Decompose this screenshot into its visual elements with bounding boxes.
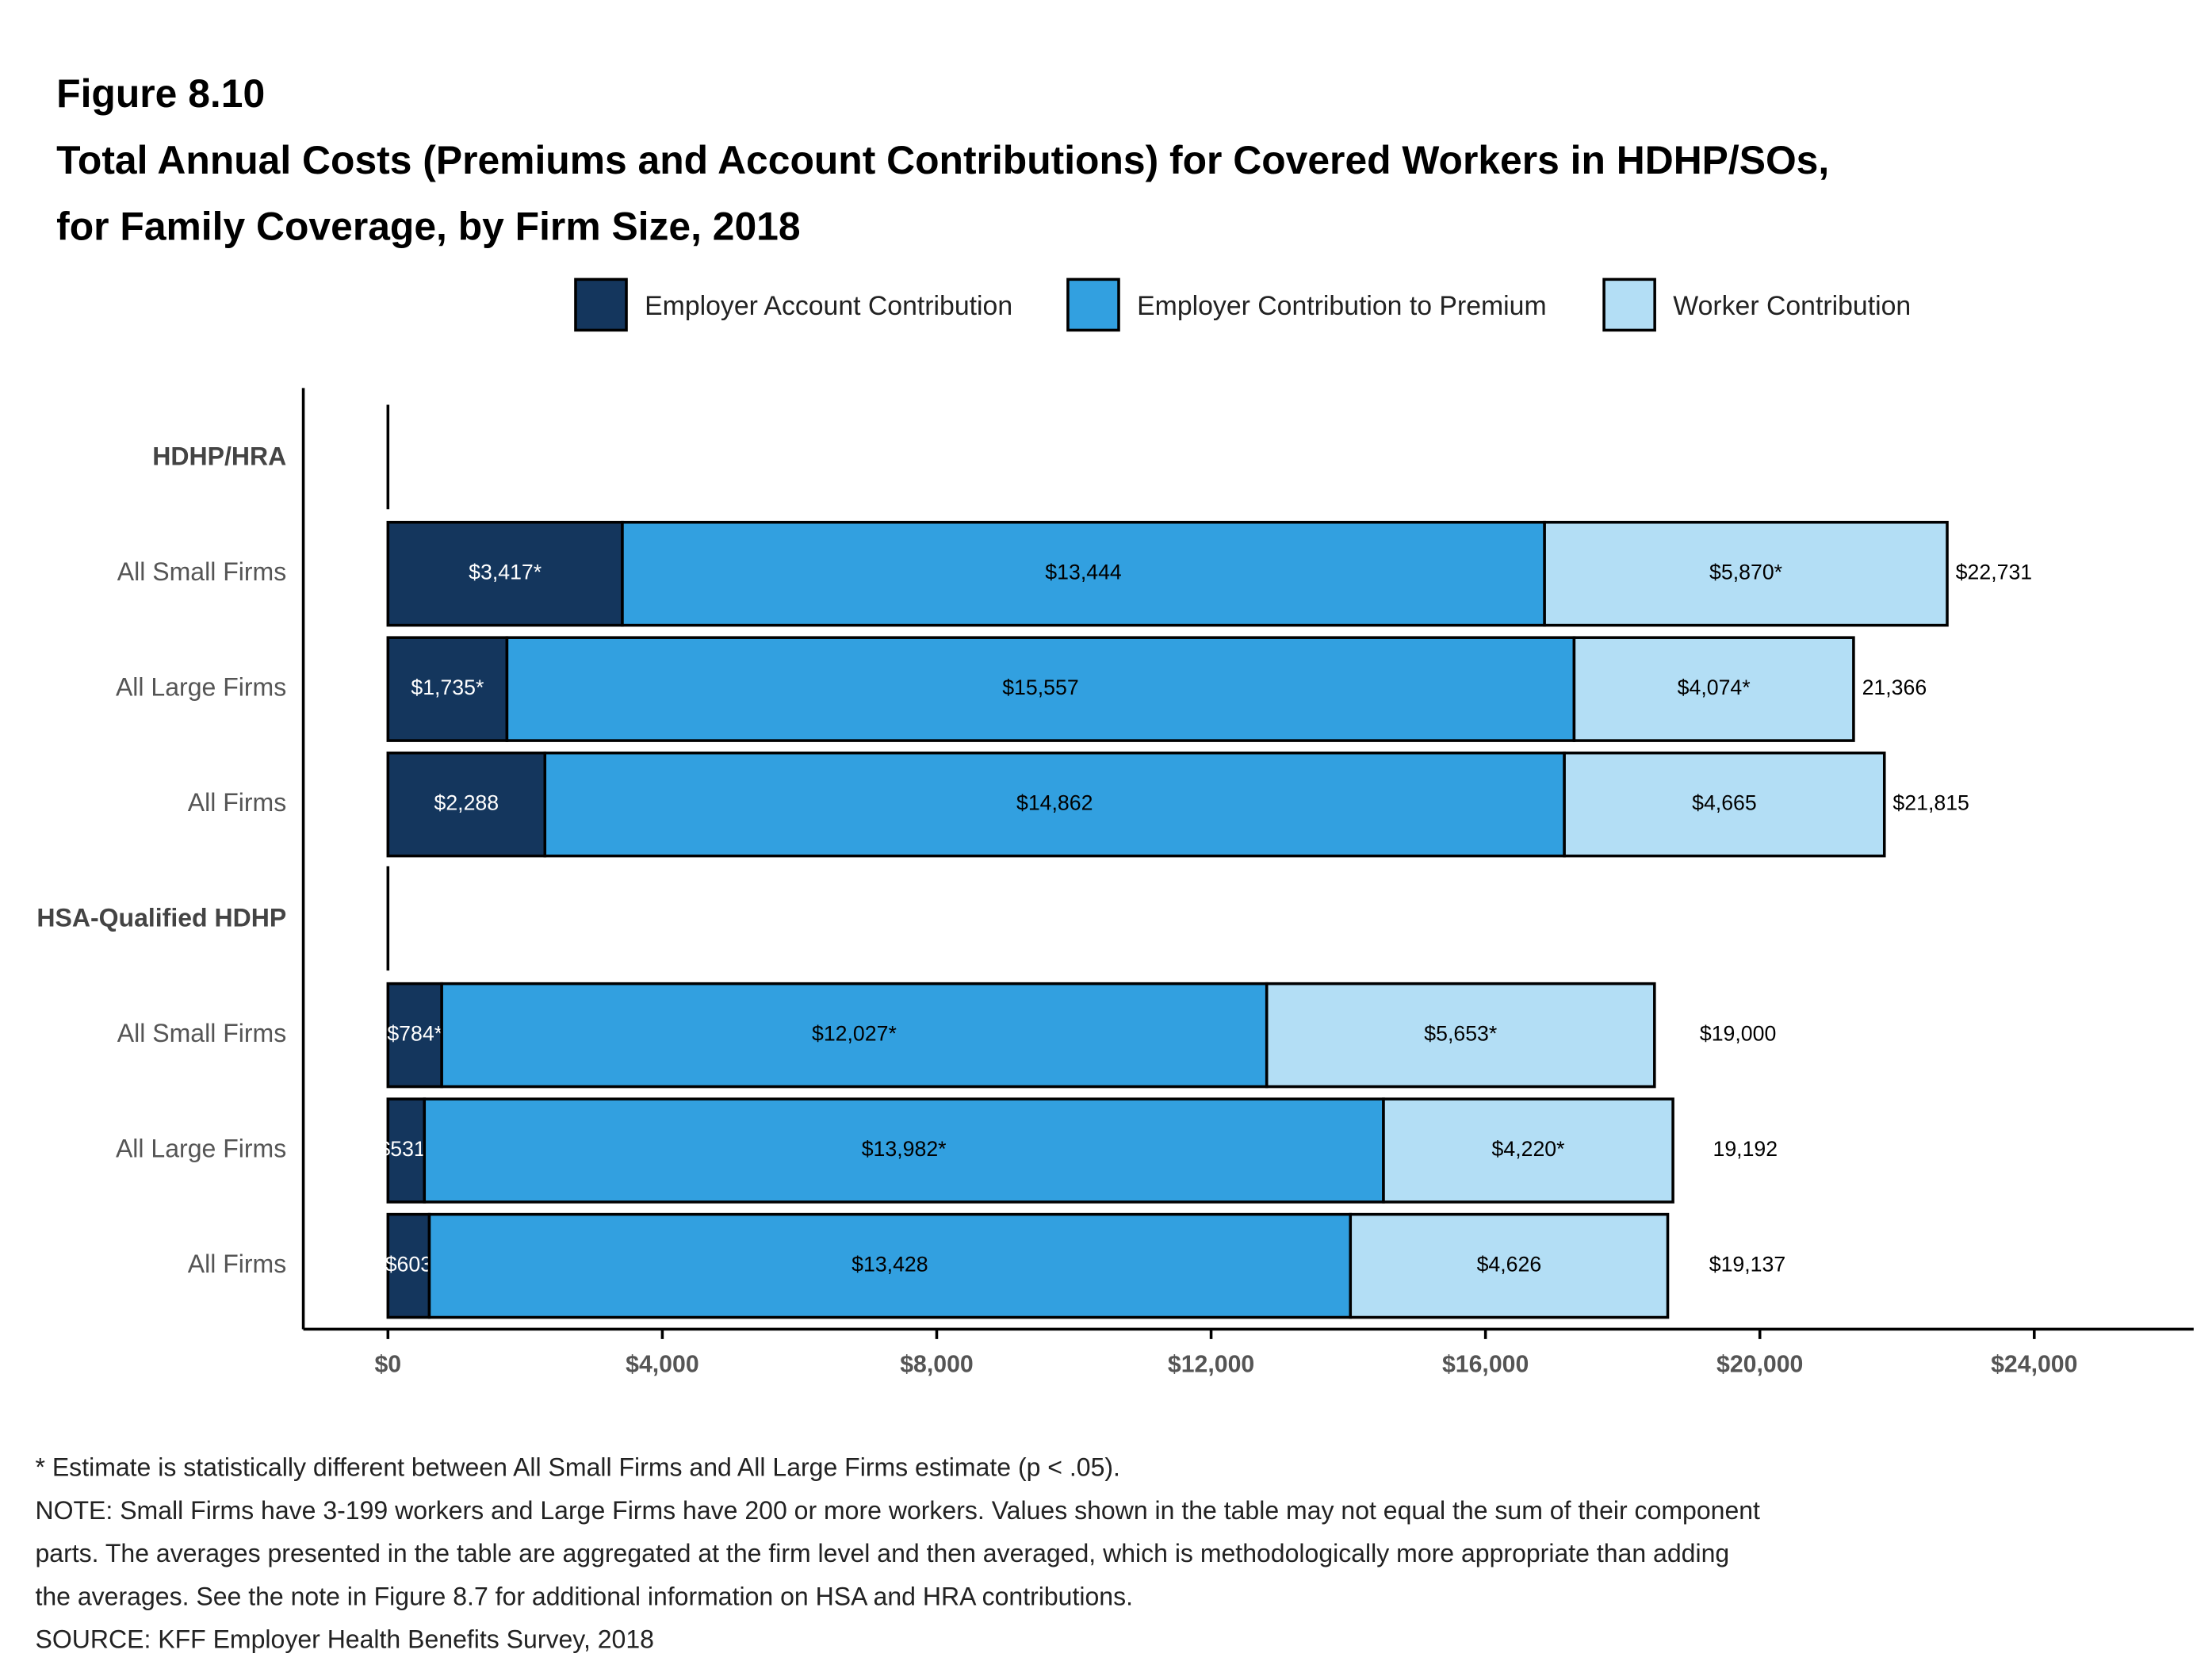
bar-value-label: $13,982* xyxy=(862,1137,947,1161)
footnote: parts. The averages presented in the tab… xyxy=(35,1539,1729,1567)
bar-value-label: $14,862 xyxy=(1016,791,1093,815)
group-label: HDHP/HRA xyxy=(152,442,286,471)
bar-value-label: $5,653* xyxy=(1424,1022,1497,1046)
total-label: $21,815 xyxy=(1892,791,1969,815)
x-tick-label: $8,000 xyxy=(900,1352,974,1378)
y-tick-label: All Large Firms xyxy=(116,673,286,702)
bar-segment xyxy=(1563,751,1886,858)
y-tick-label: All Large Firms xyxy=(116,1135,286,1163)
footnote: SOURCE: KFF Employer Health Benefits Sur… xyxy=(35,1625,653,1654)
legend-swatch xyxy=(574,278,628,332)
legend-swatch xyxy=(1066,278,1120,332)
bar-segment xyxy=(1349,1212,1670,1319)
y-tick-label: All Firms xyxy=(188,1250,286,1278)
chart-title: for Family Coverage, by Firm Size, 2018 xyxy=(56,205,800,249)
bar-value-label: $4,665 xyxy=(1692,791,1757,815)
y-tick-label: All Firms xyxy=(188,788,286,817)
legend-swatch xyxy=(1602,278,1656,332)
x-tick-label: $4,000 xyxy=(626,1352,699,1378)
x-tick-label: $0 xyxy=(374,1352,401,1378)
bar-value-label: $784* xyxy=(387,1022,442,1046)
bar-segment xyxy=(505,636,1576,742)
legend-label: Employer Contribution to Premium xyxy=(1137,291,1546,321)
bar-value-label: $1,735* xyxy=(411,676,484,699)
footnote: * Estimate is statistically different be… xyxy=(35,1453,1119,1482)
x-tick-label: $20,000 xyxy=(1716,1352,1803,1378)
bar-segment xyxy=(440,982,1269,1089)
legend-label: Employer Account Contribution xyxy=(645,291,1012,321)
bar-value-label: $15,557 xyxy=(1002,676,1078,699)
bar-segment xyxy=(427,1212,1353,1319)
bar-segment xyxy=(386,751,547,858)
group-label: HSA-Qualified HDHP xyxy=(36,904,286,932)
bar-segment xyxy=(1543,520,1949,627)
bar-segment xyxy=(1265,982,1656,1089)
footnote: the averages. See the note in Figure 8.7… xyxy=(35,1582,1133,1610)
bar-value-label: $4,074* xyxy=(1678,676,1751,699)
y-tick-label: All Small Firms xyxy=(117,1019,286,1047)
bar-segment xyxy=(621,520,1546,627)
x-tick-label: $12,000 xyxy=(1168,1352,1254,1378)
bar-segment xyxy=(543,751,1566,858)
bar-value-label: $4,220* xyxy=(1492,1137,1565,1161)
bar-segment xyxy=(423,1097,1385,1204)
y-tick-label: All Small Firms xyxy=(117,557,286,586)
total-label: $19,137 xyxy=(1709,1253,1785,1276)
bar-value-label: $13,428 xyxy=(852,1253,928,1276)
bar-segment xyxy=(386,1097,427,1204)
chart-title: Total Annual Costs (Premiums and Account… xyxy=(56,138,1829,182)
bar-value-label: $4,626 xyxy=(1477,1253,1542,1276)
bar-value-label: $13,444 xyxy=(1045,561,1122,584)
bar-value-label: $5,870* xyxy=(1709,561,1782,584)
total-label: 19,192 xyxy=(1713,1137,1778,1161)
total-label: $19,000 xyxy=(1700,1022,1776,1046)
bar-segment xyxy=(386,1212,431,1319)
footnote: NOTE: Small Firms have 3-199 workers and… xyxy=(35,1496,1760,1525)
x-tick-label: $24,000 xyxy=(1991,1352,2077,1378)
bar-segment xyxy=(1572,636,1855,742)
bar-value-label: $603 xyxy=(385,1253,432,1276)
legend-label: Worker Contribution xyxy=(1673,291,1911,321)
bar-segment xyxy=(1382,1097,1674,1204)
x-tick-label: $16,000 xyxy=(1442,1352,1529,1378)
bar-value-label: $3,417* xyxy=(469,561,542,584)
bar-value-label: $2,288 xyxy=(434,791,499,815)
total-label: 21,366 xyxy=(1862,676,1927,699)
bar-value-label: $12,027* xyxy=(812,1022,897,1046)
total-label: $22,731 xyxy=(1956,561,2032,584)
bar-segment xyxy=(386,636,509,742)
figure-label: Figure 8.10 xyxy=(56,71,265,116)
